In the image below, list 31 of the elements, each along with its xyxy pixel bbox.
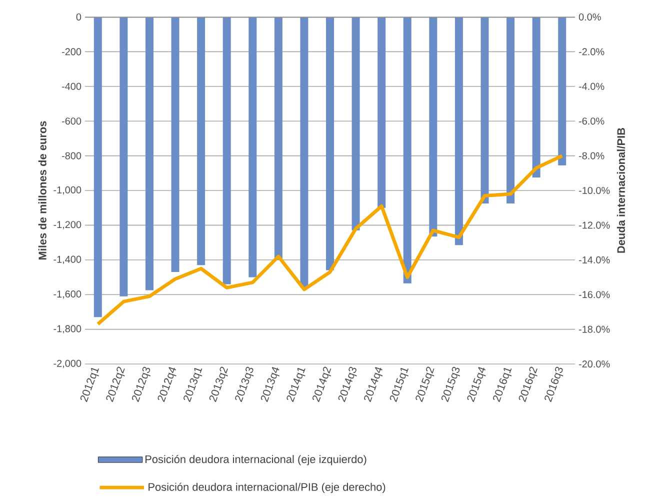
y-tick-label: -600 — [62, 118, 82, 125]
y-tick-label: -1,800 — [54, 325, 82, 334]
legend-label: Posición deudora internacional (eje izquierdo) — [146, 454, 366, 466]
y2-tick-label: -2.0% — [578, 48, 604, 56]
y-tick-label: -800 — [62, 152, 82, 160]
y2-tick-label: -16.0% — [578, 291, 610, 298]
y2-axis-title: Deuda internacional/PIB — [616, 128, 626, 253]
y-tick-label: -400 — [62, 82, 82, 90]
line-series — [96, 154, 564, 326]
y-axis-title: Miles de millones de euros — [38, 121, 46, 260]
x-tick-label: 2016q1 — [493, 368, 512, 402]
y-tick-label: -200 — [62, 48, 82, 56]
y-tick-label: -2,000 — [54, 360, 82, 368]
y2-tick-label: -20.0% — [578, 360, 610, 368]
legend-label: Posición deudora internacional/PIB (eje derecho) — [148, 482, 386, 494]
y2-tick-label: -18.0% — [578, 326, 610, 333]
y-tick-label: -1,400 — [54, 256, 82, 264]
y2-tick-label: 0.0% — [578, 13, 601, 21]
y2-tick-label: -12.0% — [578, 222, 610, 229]
y2-tick-label: -4.0% — [578, 82, 604, 90]
y2-tick-label: -6.0% — [578, 118, 604, 125]
x-tick-label: 2014q2 — [312, 366, 332, 402]
y-tick-label: -1,600 — [54, 290, 82, 299]
y2-tick-label: -8.0% — [578, 152, 604, 160]
y2-tick-label: -14.0% — [578, 256, 610, 264]
y-tick-label: -1,200 — [54, 221, 82, 230]
y-tick-label: -1,000 — [54, 186, 82, 195]
y-tick-label: 0 — [76, 13, 82, 21]
y2-tick-label: -10.0% — [578, 186, 610, 194]
x-tick-label: 2012q3 — [132, 366, 151, 402]
x-tick-label: 2015q3 — [441, 366, 460, 402]
